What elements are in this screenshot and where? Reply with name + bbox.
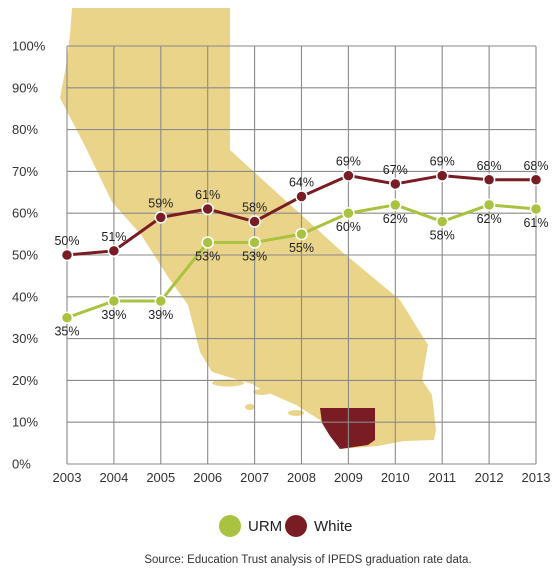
data-point-urm <box>389 198 402 212</box>
data-label-white: 67% <box>383 163 408 177</box>
data-label-urm: 53% <box>242 249 267 263</box>
island <box>253 389 271 395</box>
data-point-urm <box>342 206 355 220</box>
y-tick-label: 80% <box>12 122 38 137</box>
data-label-white: 51% <box>101 230 126 244</box>
data-label-white: 68% <box>523 159 548 173</box>
data-point-white <box>482 173 496 187</box>
data-label-urm: 55% <box>289 241 314 255</box>
y-tick-label: 60% <box>12 206 38 221</box>
data-point-white <box>435 169 449 182</box>
data-point-urm <box>529 202 543 216</box>
island <box>245 404 255 410</box>
data-point-white <box>154 211 168 224</box>
x-tick-label: 2011 <box>428 470 456 485</box>
y-tick-label: 40% <box>12 289 38 304</box>
data-point-white <box>201 202 214 216</box>
data-label-white: 59% <box>148 196 173 210</box>
y-tick-label: 10% <box>12 415 38 430</box>
x-tick-label: 2008 <box>287 470 316 485</box>
data-label-white: 58% <box>242 201 267 215</box>
x-tick-label: 2013 <box>522 470 551 485</box>
y-tick-label: 30% <box>12 331 38 346</box>
x-tick-label: 2012 <box>475 470 504 485</box>
legend-marker-urm <box>219 515 241 537</box>
data-point-urm <box>201 236 214 249</box>
y-tick-label: 100% <box>12 39 46 54</box>
data-label-urm: 58% <box>430 229 455 243</box>
source-note: Source: Education Trust analysis of IPED… <box>144 554 471 566</box>
y-tick-label: 50% <box>12 248 38 263</box>
x-axis-ticks: 2003 2004 2005 2006 2007 2008 2009 2010 2011 2012… <box>53 470 551 485</box>
y-tick-label: 90% <box>12 80 38 95</box>
legend-marker-white <box>285 515 307 537</box>
x-tick-label: 2006 <box>193 470 222 485</box>
data-label-urm: 39% <box>101 308 126 322</box>
data-label-white: 64% <box>289 175 314 189</box>
legend-label-urm: URM <box>248 518 282 535</box>
data-label-urm: 60% <box>336 220 361 234</box>
california-shape <box>60 8 436 449</box>
data-label-white: 69% <box>430 155 455 169</box>
data-point-urm <box>482 198 496 212</box>
data-label-white: 69% <box>336 155 361 169</box>
data-point-white <box>248 215 261 228</box>
x-tick-label: 2005 <box>146 470 175 485</box>
data-point-urm <box>435 215 449 228</box>
island <box>212 379 244 387</box>
x-tick-label: 2004 <box>99 470 128 485</box>
data-point-urm <box>248 236 261 249</box>
data-point-white <box>342 169 355 182</box>
y-tick-label: 20% <box>12 373 38 388</box>
data-labels: 35% 39% 39% 53% 53% 55% 60% 62% 58% 62% 61% 50% 51% 5… <box>54 155 548 339</box>
x-tick-label: 2010 <box>381 470 410 485</box>
gridlines <box>66 45 537 465</box>
data-label-urm: 61% <box>523 216 548 230</box>
data-label-urm: 53% <box>195 249 220 263</box>
y-axis-ticks: 0% 10% 20% 30% 40% 50% 60% 70% 80% 90% 100% <box>12 39 46 472</box>
data-label-urm: 39% <box>148 308 173 322</box>
legend: URM White <box>219 515 352 537</box>
series-points <box>60 169 543 324</box>
x-tick-label: 2007 <box>240 470 269 485</box>
data-label-white: 61% <box>195 188 220 202</box>
island <box>288 410 304 416</box>
data-label-white: 50% <box>54 234 79 248</box>
data-point-urm <box>60 311 74 324</box>
data-label-white: 68% <box>477 159 502 173</box>
data-point-white <box>295 190 308 203</box>
data-point-urm <box>295 227 308 241</box>
legend-label-white: White <box>314 518 352 535</box>
data-label-urm: 35% <box>54 325 79 339</box>
california-map <box>60 8 436 449</box>
data-point-white <box>60 248 74 262</box>
data-label-urm: 62% <box>477 212 502 226</box>
y-tick-label: 0% <box>12 457 31 472</box>
data-point-white <box>389 177 402 191</box>
x-tick-label: 2003 <box>53 470 82 485</box>
x-tick-label: 2009 <box>334 470 363 485</box>
data-point-urm <box>107 294 121 308</box>
data-point-urm <box>154 294 168 308</box>
data-label-urm: 62% <box>383 212 408 226</box>
data-point-white <box>107 244 121 258</box>
y-tick-label: 70% <box>12 164 38 179</box>
highlight-region <box>320 408 375 449</box>
data-point-white <box>529 173 543 187</box>
